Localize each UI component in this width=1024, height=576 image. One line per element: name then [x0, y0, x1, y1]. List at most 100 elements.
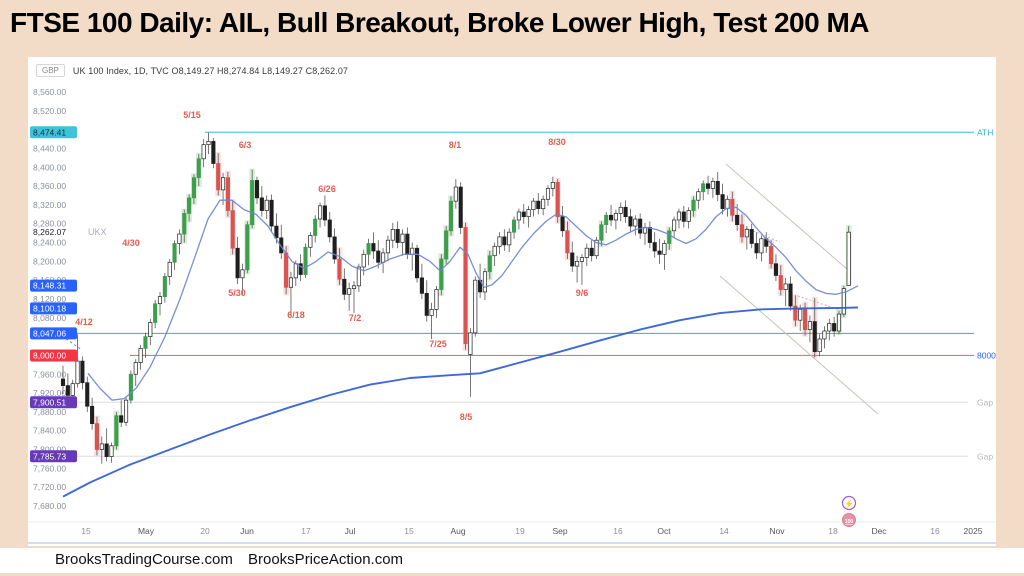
- x-axis-tick[interactable]: May: [138, 526, 155, 536]
- candle-body[interactable]: [735, 214, 740, 226]
- candle-body[interactable]: [672, 219, 677, 232]
- candle-body[interactable]: [754, 243, 759, 254]
- candle-body[interactable]: [114, 415, 119, 447]
- candle-body[interactable]: [444, 230, 449, 260]
- candle-body[interactable]: [284, 252, 289, 288]
- candle-body[interactable]: [696, 191, 701, 201]
- candle-body[interactable]: [424, 293, 429, 316]
- candle-body[interactable]: [415, 247, 420, 279]
- candle-body[interactable]: [410, 247, 415, 255]
- x-axis-tick[interactable]: Dec: [871, 526, 887, 536]
- candle-body[interactable]: [342, 278, 347, 295]
- candle-body[interactable]: [497, 236, 502, 247]
- candle-body[interactable]: [599, 224, 604, 241]
- candle-body[interactable]: [400, 233, 405, 243]
- candle-body[interactable]: [783, 283, 788, 290]
- x-axis-tick[interactable]: 16: [613, 526, 623, 536]
- lightning-reaction-icon[interactable]: [841, 495, 857, 511]
- candle-body[interactable]: [337, 258, 342, 280]
- candle-body[interactable]: [846, 231, 851, 286]
- candle-body[interactable]: [788, 283, 793, 307]
- candle-body[interactable]: [313, 218, 318, 236]
- candle-body[interactable]: [492, 245, 497, 257]
- candle-body[interactable]: [453, 186, 458, 202]
- candle-body[interactable]: [798, 309, 803, 321]
- candle-body[interactable]: [138, 348, 143, 363]
- candle-body[interactable]: [720, 194, 725, 210]
- candle-body[interactable]: [458, 186, 463, 228]
- candle-body[interactable]: [85, 382, 90, 407]
- candle-body[interactable]: [739, 224, 745, 238]
- candle-body[interactable]: [133, 362, 138, 375]
- candle-body[interactable]: [667, 230, 672, 244]
- candle-body[interactable]: [647, 227, 652, 243]
- candle-body[interactable]: [613, 213, 618, 221]
- candle-body[interactable]: [182, 213, 187, 235]
- candle-body[interactable]: [623, 206, 628, 218]
- candle-body[interactable]: [550, 181, 555, 189]
- candle-body[interactable]: [308, 235, 313, 248]
- candle-body[interactable]: [638, 218, 643, 234]
- currency-badge[interactable]: GBP: [36, 64, 65, 77]
- candle-body[interactable]: [793, 305, 798, 321]
- candle-body[interactable]: [555, 181, 560, 218]
- candle-body[interactable]: [119, 415, 124, 423]
- candle-body[interactable]: [90, 405, 95, 425]
- candle-body[interactable]: [526, 209, 531, 218]
- candle-body[interactable]: [759, 238, 764, 254]
- candle-body[interactable]: [269, 199, 274, 227]
- x-axis-tick[interactable]: 2025: [964, 526, 983, 536]
- candle-body[interactable]: [715, 181, 720, 195]
- price-chart-panel[interactable]: 8,560.00 8,520.00 8,440.00 8,400.00 8,360.00…: [28, 57, 996, 546]
- candle-body[interactable]: [230, 210, 235, 249]
- candle-body[interactable]: [177, 233, 182, 244]
- candle-body[interactable]: [405, 233, 410, 255]
- candle-body[interactable]: [570, 252, 575, 267]
- candle-body[interactable]: [153, 303, 158, 323]
- ma-200-line[interactable]: [62, 306, 859, 498]
- candle-body[interactable]: [434, 289, 439, 310]
- candle-body[interactable]: [827, 323, 832, 332]
- candle-body[interactable]: [298, 263, 303, 275]
- candle-body[interactable]: [822, 330, 827, 340]
- candle-body[interactable]: [196, 158, 201, 178]
- candle-body[interactable]: [327, 219, 332, 238]
- candle-body[interactable]: [162, 276, 167, 297]
- candle-body[interactable]: [589, 247, 594, 257]
- candle-body[interactable]: [531, 200, 536, 210]
- candle-body[interactable]: [187, 197, 192, 214]
- candle-body[interactable]: [366, 243, 371, 255]
- candle-body[interactable]: [502, 236, 507, 246]
- candle-body[interactable]: [507, 231, 512, 246]
- candle-body[interactable]: [633, 218, 638, 227]
- candle-body[interactable]: [356, 266, 361, 287]
- candle-body[interactable]: [686, 210, 691, 222]
- candle-body[interactable]: [579, 257, 585, 262]
- candle-body[interactable]: [80, 360, 85, 384]
- candle-body[interactable]: [60, 378, 66, 386]
- candle-body[interactable]: [652, 242, 657, 252]
- candle-body[interactable]: [70, 383, 75, 396]
- candle-body[interactable]: [318, 205, 323, 220]
- candle-body[interactable]: [657, 250, 662, 255]
- candle-body[interactable]: [565, 230, 570, 254]
- candlestick-chart[interactable]: 8,560.00 8,520.00 8,440.00 8,400.00 8,360.00…: [28, 57, 996, 546]
- candle-body[interactable]: [254, 180, 260, 199]
- candle-body[interactable]: [191, 177, 197, 199]
- x-axis-tick[interactable]: 18: [828, 526, 838, 536]
- candle-body[interactable]: [240, 269, 245, 279]
- candle-body[interactable]: [104, 443, 109, 457]
- candle-body[interactable]: [303, 246, 308, 275]
- x-axis-tick[interactable]: 15: [81, 526, 91, 536]
- candle-body[interactable]: [832, 323, 837, 332]
- candle-body[interactable]: [802, 309, 808, 330]
- candle-body[interactable]: [773, 263, 779, 276]
- candle-body[interactable]: [361, 253, 366, 268]
- candle-body[interactable]: [99, 443, 104, 450]
- channel-upper[interactable]: [725, 163, 849, 271]
- candle-body[interactable]: [259, 197, 264, 211]
- candle-body[interactable]: [419, 277, 424, 294]
- x-axis-tick[interactable]: Jul: [345, 526, 356, 536]
- candle-body[interactable]: [836, 313, 842, 332]
- candle-body[interactable]: [235, 247, 240, 279]
